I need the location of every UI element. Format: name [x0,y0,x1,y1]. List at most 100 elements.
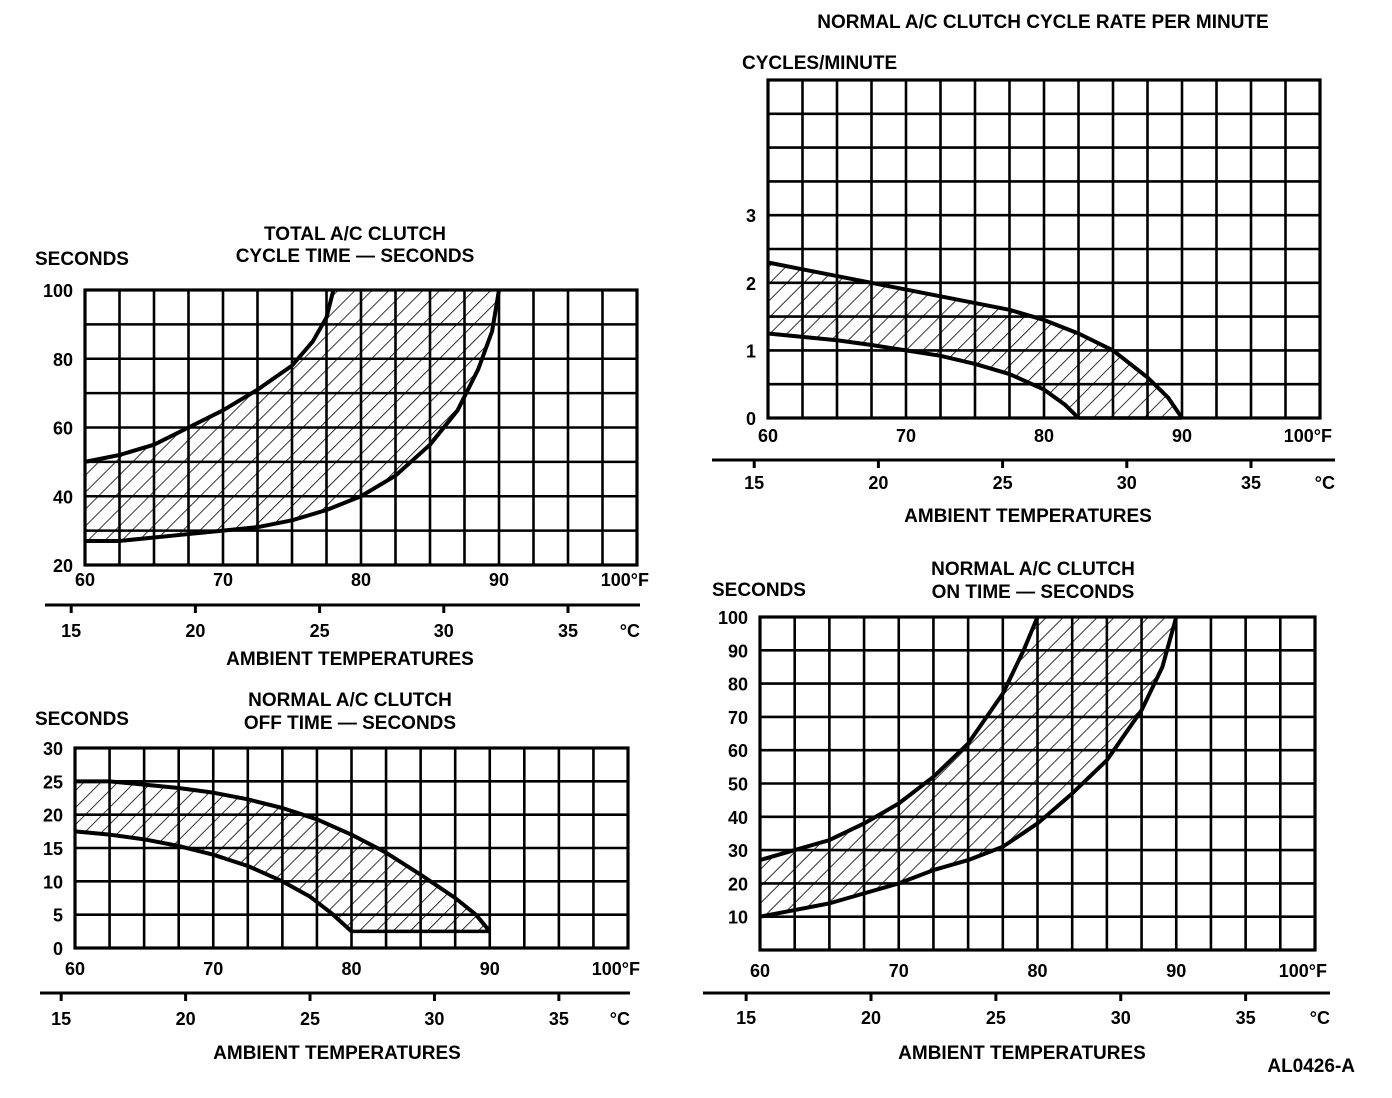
x-tick-label-fahrenheit: 100°F [601,570,649,590]
series-line-upper [759,616,1040,863]
chart-title: NORMAL A/C CLUTCH CYCLE RATE PER MINUTE [817,12,1268,33]
x-tick-label-fahrenheit: 80 [1034,426,1054,446]
y-tick-label: 60 [728,741,748,761]
y-axis-label: SECONDS [35,709,129,730]
y-tick-label: 30 [728,841,748,861]
x-tick-label-celsius: 15 [736,1008,756,1028]
x-axis-label: AMBIENT TEMPERATURES [904,506,1152,527]
x-tick-label-fahrenheit: 70 [896,426,916,446]
x-tick-label-celsius: 30 [1117,473,1137,493]
series-line-lower [759,616,1179,919]
x-tick-label-celsius: 20 [176,1009,196,1029]
x-tick-label-celsius: 15 [744,473,764,493]
x-tick-label-fahrenheit: 80 [351,570,371,590]
y-tick-label: 2 [746,274,756,294]
y-tick-label: 15 [43,839,63,859]
series-line-lower [85,289,501,543]
series-line-lower [767,331,1080,420]
chart-total-cycle-time: 20 40 60 80 100 60 70 80 90 100°F 15 20 25 30 35 °C TOTA… [35,224,649,670]
y-tick-label: 3 [746,206,756,226]
x-tick-label-fahrenheit: 70 [213,570,233,590]
chart-cycle-rate: 0 1 2 3 60 70 80 90 100°F 15 20 25 30 35 °C NORMAL A/C … [712,12,1335,527]
y-tick-label: 10 [728,908,748,928]
x-tick-label-fahrenheit: 80 [341,959,361,979]
y-tick-label: 20 [728,874,748,894]
x-tick-label-celsius: 30 [424,1009,444,1029]
chart-title: NORMAL A/C CLUTCH [248,690,452,711]
x-tick-label-celsius: 35 [1241,473,1261,493]
y-tick-label: 90 [728,641,748,661]
x-tick-label-fahrenheit: 100°F [592,959,640,979]
y-tick-label: 60 [53,419,73,439]
y-axis-label: SECONDS [712,580,806,601]
x-tick-label-celsius: 25 [300,1009,320,1029]
x-tick-label-celsius: 25 [986,1008,1006,1028]
x-tick-label-celsius: 35 [549,1009,569,1029]
x-tick-label-fahrenheit: 90 [489,570,509,590]
y-tick-label: 80 [53,350,73,370]
chart-title: TOTAL A/C CLUTCH [264,224,446,245]
x-axis-label: AMBIENT TEMPERATURES [226,649,474,670]
x-tick-label-fahrenheit: 60 [65,959,85,979]
y-tick-label: 80 [728,675,748,695]
x-tick-label-fahrenheit: 70 [889,961,909,981]
x-tick-label-fahrenheit: 60 [750,961,770,981]
x-tick-label-celsius: 15 [61,621,81,641]
y-tick-label: 10 [43,872,63,892]
y-tick-label: 0 [53,939,63,959]
x-tick-label-celsius: 20 [185,621,205,641]
x-tick-label-fahrenheit: 80 [1027,961,1047,981]
y-tick-label: 20 [53,556,73,576]
x-tick-label-fahrenheit: 90 [480,959,500,979]
x-tick-label-celsius: 30 [434,621,454,641]
y-axis-label: SECONDS [35,249,129,270]
x-tick-label-celsius: 30 [1111,1008,1131,1028]
x-tick-label-celsius: 20 [868,473,888,493]
series-line-lower [74,829,353,933]
x-tick-label-fahrenheit: 60 [75,570,95,590]
plot-frame [73,746,630,950]
y-tick-label: 40 [53,487,73,507]
y-tick-label: 100 [718,608,748,628]
x-tick-label-fahrenheit: 100°F [1279,961,1327,981]
y-tick-label: 70 [728,708,748,728]
series-line-upper [75,779,492,933]
x-tick-label-fahrenheit: 100°F [1284,426,1332,446]
chart-title: OFF TIME — SECONDS [244,713,456,734]
series-line-upper [767,260,1184,420]
x-tick-label-fahrenheit: 70 [203,959,223,979]
y-tick-label: 1 [746,341,756,361]
celsius-unit-label: °C [610,1009,630,1029]
chart-title: ON TIME — SECONDS [932,582,1135,603]
y-tick-label: 50 [728,775,748,795]
x-tick-label-fahrenheit: 60 [758,426,778,446]
chart-on-time: 10 20 30 40 50 60 70 80 90 100 60 70 80 90 100°F 15 20 25… [703,559,1330,1064]
celsius-unit-label: °C [1310,1008,1330,1028]
y-tick-label: 40 [728,808,748,828]
y-axis-label: CYCLES/MINUTE [742,53,897,74]
x-tick-label-fahrenheit: 90 [1172,426,1192,446]
y-tick-label: 5 [53,906,63,926]
x-tick-label-celsius: 35 [558,621,578,641]
chart-title: NORMAL A/C CLUTCH [931,559,1135,580]
plot-frame [766,78,1322,420]
x-tick-label-celsius: 25 [993,473,1013,493]
y-tick-label: 100 [43,281,73,301]
x-tick-label-celsius: 35 [1236,1008,1256,1028]
celsius-unit-label: °C [620,621,640,641]
x-tick-label-celsius: 20 [861,1008,881,1028]
x-tick-label-fahrenheit: 90 [1166,961,1186,981]
y-tick-label: 25 [43,772,63,792]
y-tick-label: 0 [746,409,756,429]
y-tick-label: 30 [43,739,63,759]
chart-title: CYCLE TIME — SECONDS [236,246,475,267]
celsius-unit-label: °C [1315,473,1335,493]
figure-id-label: AL0426-A [1267,1056,1355,1077]
x-tick-label-celsius: 15 [51,1009,71,1029]
x-axis-label: AMBIENT TEMPERATURES [213,1043,461,1064]
y-tick-label: 20 [43,806,63,826]
chart-off-time: 0 5 10 15 20 25 30 60 70 80 90 100°F 15 20 25 30 35 °C NOR… [35,690,640,1064]
series-line-upper [84,289,336,464]
plot-frame [83,288,639,567]
